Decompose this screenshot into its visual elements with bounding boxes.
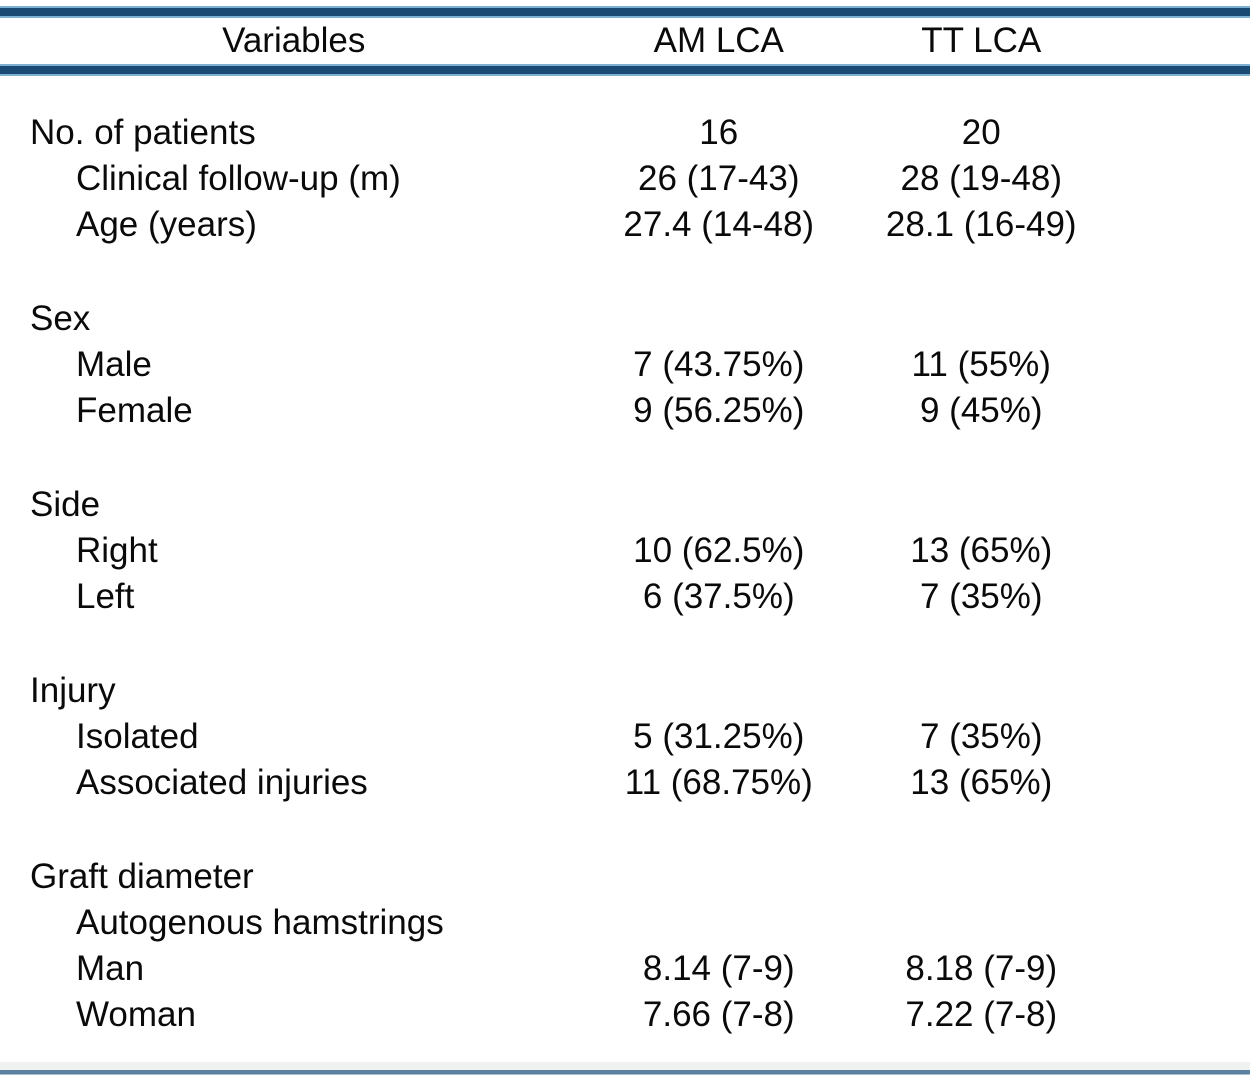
tt-lca-value: 8.18 (7-9) (905, 949, 1058, 988)
tt-lca-value: 20 (961, 113, 1001, 152)
tt-lca-value: 11 (55%) (911, 345, 1051, 384)
tt-lca-value: 28.1 (16-49) (885, 205, 1077, 244)
tt-lca-value: 7 (35%) (919, 577, 1043, 616)
table-row: Age (years) 27.4 (14-48) 28.1 (16-49) (0, 202, 1250, 248)
row-label: Graft diameter (30, 857, 254, 896)
row-label: Age (years) (76, 205, 257, 244)
am-lca-value: 11 (68.75%) (624, 763, 813, 802)
am-lca-value: 8.14 (7-9) (642, 949, 795, 988)
row-label: Left (76, 577, 135, 616)
row-label: Woman (76, 995, 196, 1034)
row-label: Female (76, 391, 193, 430)
am-lca-value: 26 (17-43) (638, 159, 800, 198)
table-row: Clinical follow-up (m) 26 (17-43) 28 (19… (0, 156, 1250, 202)
section-side: Side Right 10 (62.5%) 13 (65%) Left 6 (3… (0, 482, 1250, 620)
section-injury: Injury Isolated 5 (31.25%) 7 (35%) Assoc… (0, 668, 1250, 806)
row-label: Associated injuries (76, 763, 368, 802)
am-lca-value: 5 (31.25%) (633, 717, 805, 756)
section-patients: No. of patients 16 20 Clinical follow-up… (0, 110, 1250, 248)
section-header-row: Sex (0, 296, 1250, 342)
tt-lca-value: 13 (65%) (910, 531, 1053, 570)
table-row: Male 7 (43.75%) 11 (55%) (0, 342, 1250, 388)
table-row: Man 8.14 (7-9) 8.18 (7-9) (0, 946, 1250, 992)
bottom-rule-area (0, 1062, 1250, 1075)
table-row: Woman 7.66 (7-8) 7.22 (7-8) (0, 992, 1250, 1038)
table-row: Isolated 5 (31.25%) 7 (35%) (0, 714, 1250, 760)
row-label: Sex (30, 299, 91, 338)
tt-lca-value: 13 (65%) (910, 763, 1053, 802)
table-row: Left 6 (37.5%) 7 (35%) (0, 574, 1250, 620)
section-header-row: Side (0, 482, 1250, 528)
header-rule (0, 64, 1250, 76)
am-lca-value: 7 (43.75%) (633, 345, 805, 384)
section-sex: Sex Male 7 (43.75%) 11 (55%) Female 9 (5… (0, 296, 1250, 434)
row-label: Right (76, 531, 158, 570)
am-lca-value: 7.66 (7-8) (642, 995, 795, 1034)
am-lca-value: 9 (56.25%) (633, 391, 805, 430)
table-row: Associated injuries 11 (68.75%) 13 (65%) (0, 760, 1250, 806)
am-lca-value: 27.4 (14-48) (623, 205, 815, 244)
row-label: Side (30, 485, 101, 524)
am-lca-value: 10 (62.5%) (633, 531, 805, 570)
row-label: No. of patients (30, 113, 256, 152)
tt-lca-value: 9 (45%) (919, 391, 1043, 430)
table-row: Female 9 (56.25%) 9 (45%) (0, 388, 1250, 434)
row-label: Autogenous hamstrings (76, 903, 444, 942)
column-header-am-lca: AM LCA (653, 21, 784, 60)
section-graft-diameter: Graft diameter Autogenous hamstrings Man… (0, 854, 1250, 1038)
section-header-row: Injury (0, 668, 1250, 714)
row-label: Man (76, 949, 145, 988)
table-row: Right 10 (62.5%) 13 (65%) (0, 528, 1250, 574)
tt-lca-value: 7 (35%) (919, 717, 1043, 756)
table-row: Autogenous hamstrings (0, 900, 1250, 946)
scan-smudge (0, 1062, 1250, 1070)
row-label: Isolated (76, 717, 199, 756)
column-header-variables: Variables (222, 21, 366, 60)
top-rule (0, 6, 1250, 18)
tt-lca-value: 28 (19-48) (900, 159, 1062, 198)
am-lca-value: 6 (37.5%) (642, 577, 795, 616)
row-label: Injury (30, 671, 116, 710)
tt-lca-value: 7.22 (7-8) (905, 995, 1058, 1034)
table-header-row: Variables AM LCA TT LCA (0, 18, 1250, 64)
column-header-tt-lca: TT LCA (921, 21, 1042, 60)
am-lca-value: 16 (699, 113, 739, 152)
section-header-row: No. of patients 16 20 (0, 110, 1250, 156)
section-header-row: Graft diameter (0, 854, 1250, 900)
row-label: Male (76, 345, 152, 384)
bottom-rule (0, 1070, 1250, 1075)
row-label: Clinical follow-up (m) (76, 159, 401, 198)
